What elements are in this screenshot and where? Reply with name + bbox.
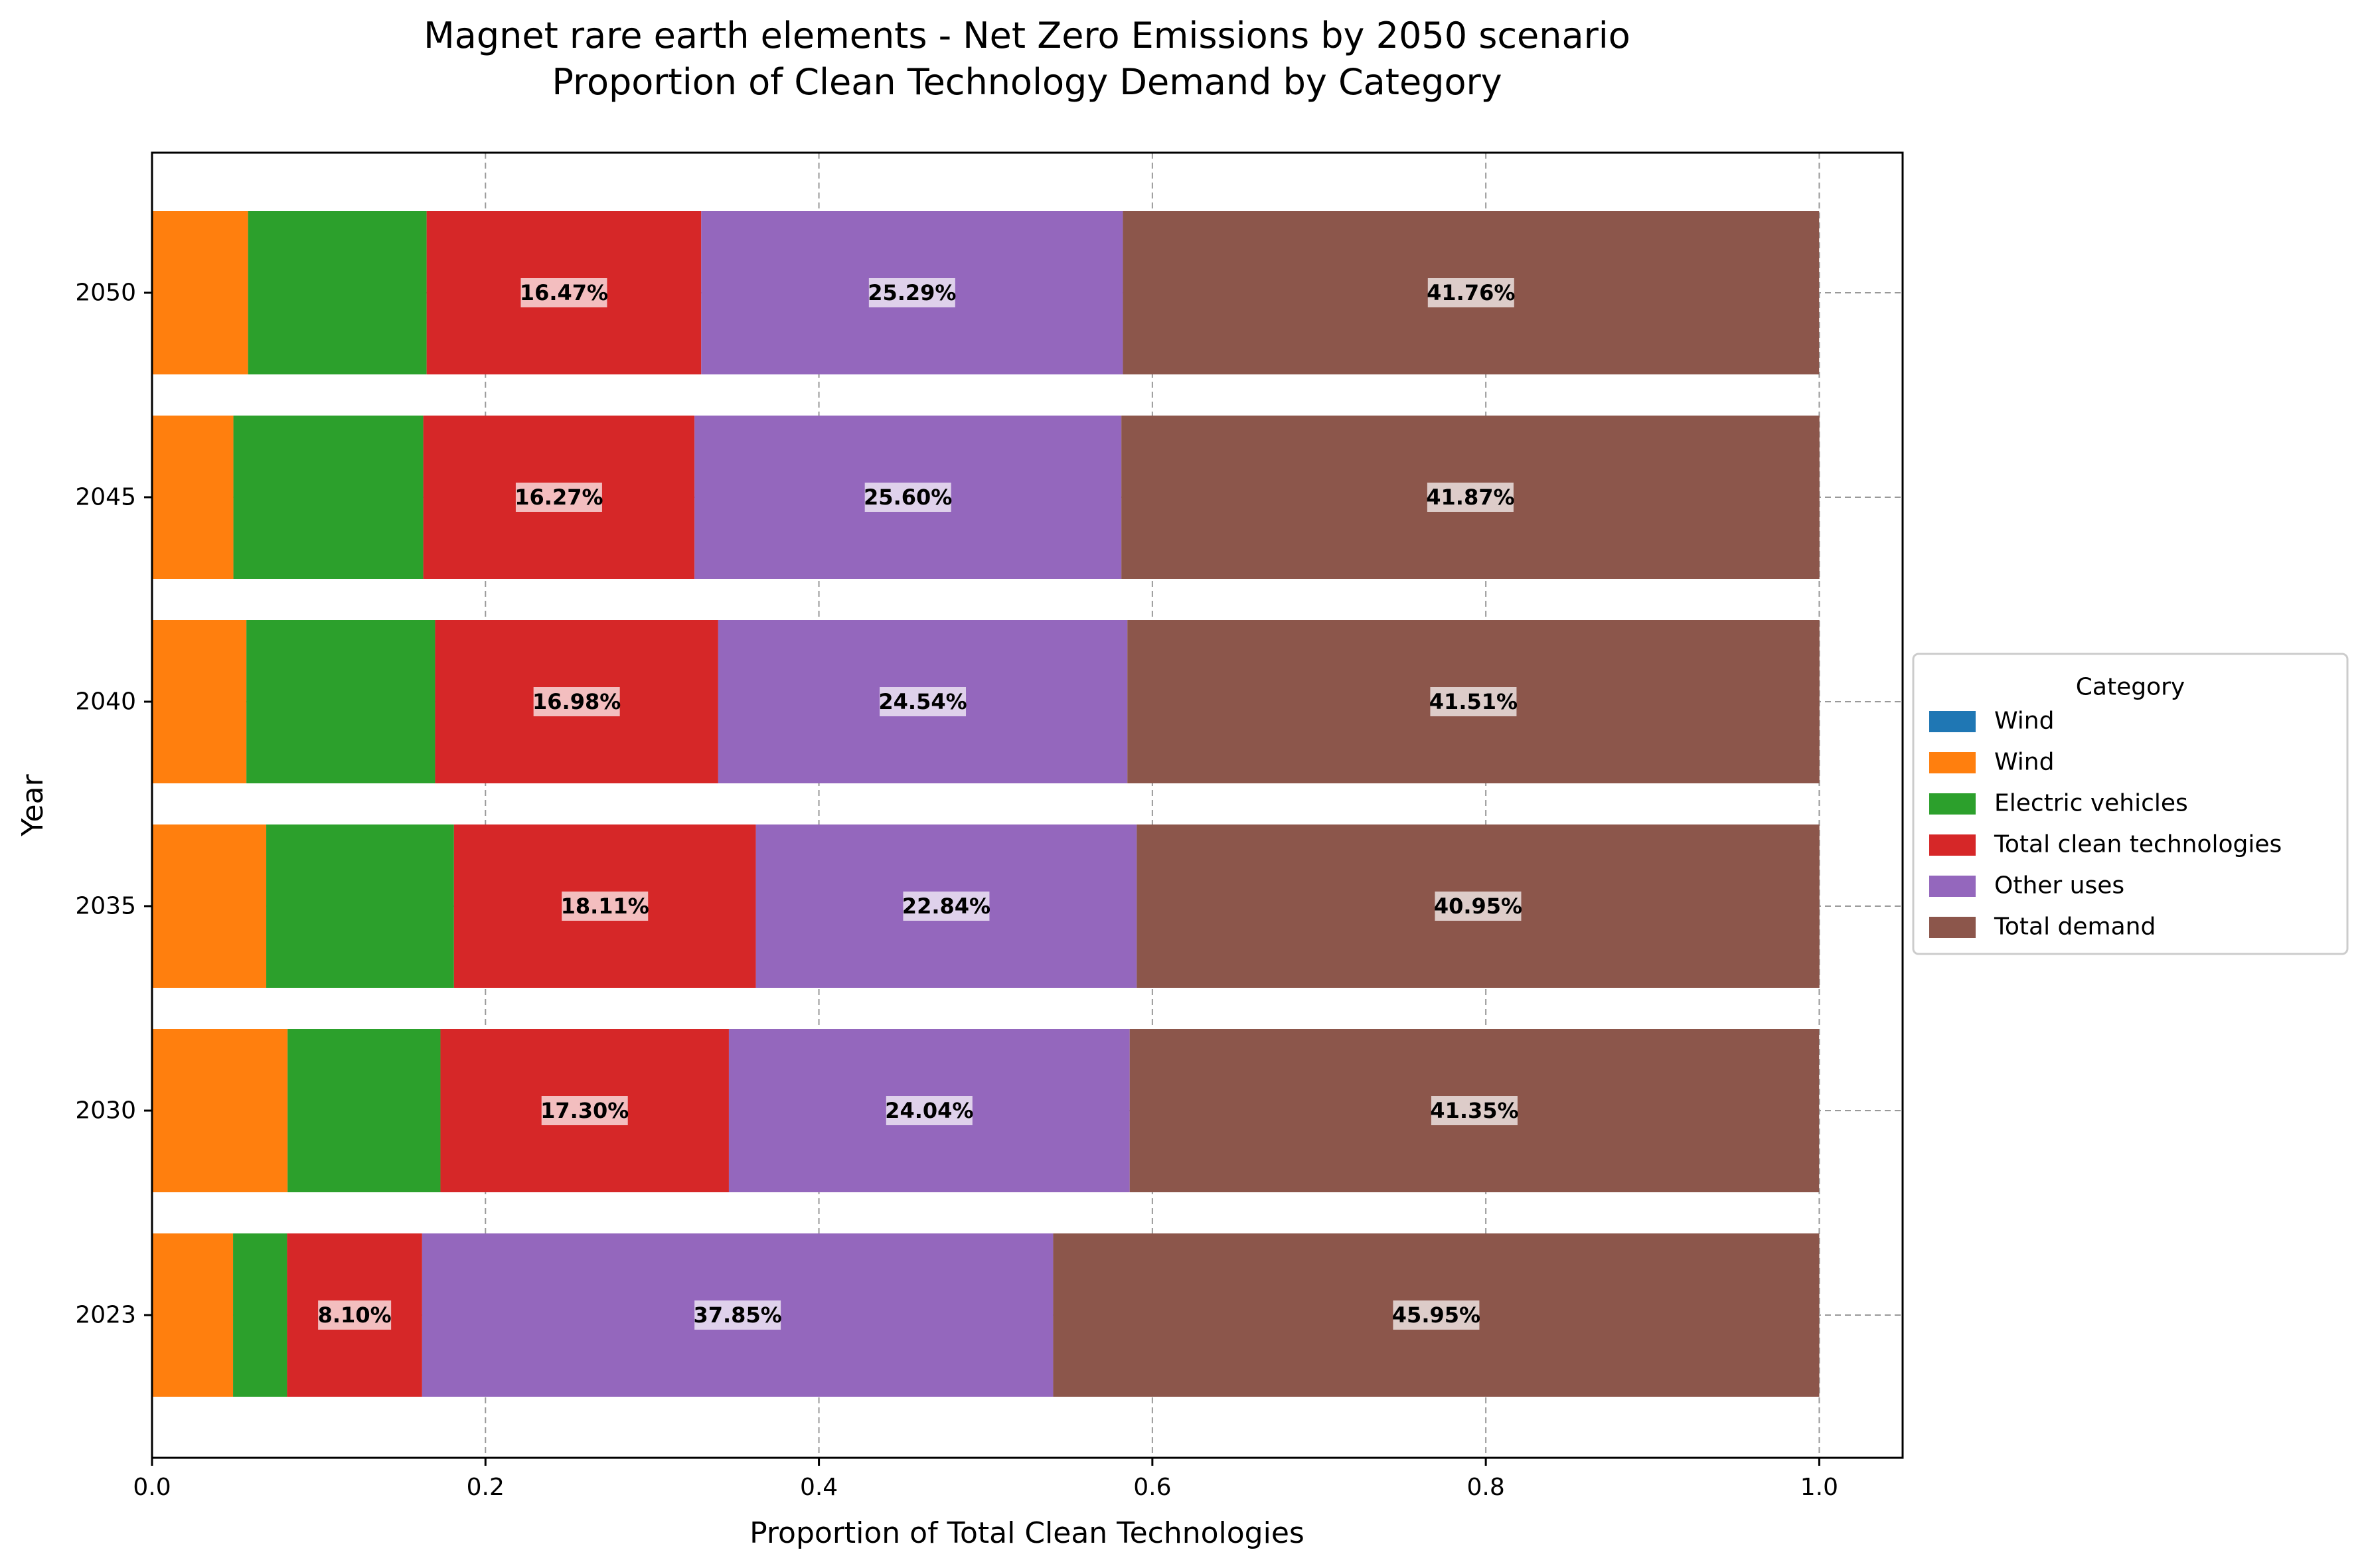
legend: Category Wind Wind Electric vehicles Total … (1912, 653, 2349, 955)
y-tick-label: 2040 (75, 688, 136, 716)
bar-label-bg (886, 1096, 973, 1125)
x-tick-label: 0.6 (1133, 1474, 1171, 1501)
bar-value-label: 8.10% (318, 1302, 392, 1328)
legend-swatch (1929, 876, 1976, 897)
bar-value-label: 16.47% (520, 280, 608, 305)
bar-segment (152, 824, 267, 988)
bar-label-bg (1430, 687, 1517, 716)
bar-value-label: 45.95% (1392, 1302, 1480, 1328)
legend-swatch (1929, 917, 1976, 938)
bar-label-bg (868, 278, 955, 307)
bar-segment (248, 211, 427, 374)
x-tick-label: 0.8 (1467, 1474, 1505, 1501)
y-tick-label: 2023 (75, 1302, 136, 1329)
bar-label-bg (318, 1300, 392, 1330)
legend-items: Wind Wind Electric vehicles Total clean tec… (1929, 708, 2282, 941)
bar-label-bg (562, 892, 649, 921)
y-axis-ticks: 2023 2030 2035 2040 2045 2050 (75, 279, 152, 1329)
y-tick-label: 2045 (75, 484, 136, 511)
legend-entry: Wind (1994, 749, 2054, 776)
bar-value-label: 16.27% (514, 485, 603, 510)
x-axis-ticks: 0.0 0.2 0.4 0.6 0.8 1.0 (133, 1458, 1838, 1501)
bar-segment (152, 416, 234, 579)
bar-label-bg (1435, 892, 1522, 921)
y-tick-label: 2050 (75, 279, 136, 307)
bar-value-label: 41.76% (1427, 280, 1515, 305)
bar-value-label: 25.29% (868, 280, 956, 305)
y-tick-label: 2035 (75, 893, 136, 920)
legend-entry: Wind (1994, 708, 2054, 735)
bar-label-bg (515, 483, 602, 512)
bar-label-bg (541, 1096, 628, 1125)
legend-entry: Total demand (1994, 913, 2156, 941)
bar-label-bg (903, 892, 990, 921)
bar-segment (246, 620, 435, 783)
chart-title: Magnet rare earth elements - Net Zero Em… (424, 15, 1630, 56)
bar-value-label: 25.60% (864, 485, 952, 510)
bar-value-label: 41.51% (1429, 689, 1518, 714)
y-axis-label: Year (16, 774, 50, 837)
legend-entry: Total clean technologies (1994, 831, 2282, 858)
bar-label-bg (1431, 1096, 1518, 1125)
legend-swatch (1929, 793, 1976, 815)
bar-labels: 8.10% 17.30% 18.11% 16.98% 16.27% 16.47% 37.85… (318, 278, 1522, 1330)
bar-label-bg (1427, 278, 1514, 307)
bar-label-bg (880, 687, 967, 716)
bar-value-label: 22.84% (902, 894, 990, 919)
bar-label-bg (520, 278, 607, 307)
bar-label-bg (694, 1300, 781, 1330)
legend-swatch (1929, 711, 1976, 732)
bar-value-label: 41.87% (1426, 485, 1514, 510)
x-axis-label: Proportion of Total Clean Technologies (749, 1516, 1304, 1550)
bar-segment (152, 211, 248, 374)
legend-title: Category (2076, 674, 2185, 701)
plot-frame (151, 151, 1904, 1459)
bar-value-label: 41.35% (1430, 1098, 1518, 1123)
legend-entry: Other uses (1994, 872, 2124, 900)
bar-value-label: 16.98% (532, 689, 621, 714)
bar-label-bg (1393, 1300, 1480, 1330)
y-tick-label: 2030 (75, 1097, 136, 1125)
bar-label-bg (533, 687, 620, 716)
bar-label-bg (864, 483, 951, 512)
x-tick-label: 0.2 (467, 1474, 505, 1501)
bar-segment (233, 1233, 287, 1397)
bar-segment (152, 1233, 234, 1397)
bars (152, 211, 1820, 1397)
legend-frame (1912, 653, 2349, 955)
bar-value-label: 17.30% (540, 1098, 629, 1123)
bar-value-label: 40.95% (1434, 894, 1522, 919)
x-tick-label: 0.4 (800, 1474, 838, 1501)
bar-value-label: 37.85% (693, 1302, 781, 1328)
bar-segment (152, 620, 247, 783)
bar-segment (266, 824, 454, 988)
bar-label-bg (1427, 483, 1514, 512)
chart-subtitle: Proportion of Clean Technology Demand by… (552, 61, 1502, 103)
legend-swatch (1929, 752, 1976, 773)
bar-value-label: 24.04% (885, 1098, 973, 1123)
x-tick-label: 0.0 (133, 1474, 171, 1501)
legend-entry: Electric vehicles (1994, 790, 2188, 817)
x-tick-label: 1.0 (1800, 1474, 1838, 1501)
bar-segment (152, 1029, 288, 1192)
bar-segment (287, 1029, 441, 1192)
bar-value-label: 24.54% (878, 689, 967, 714)
bar-segment (233, 416, 424, 579)
bar-value-label: 18.11% (561, 894, 649, 919)
legend-swatch (1929, 834, 1976, 856)
